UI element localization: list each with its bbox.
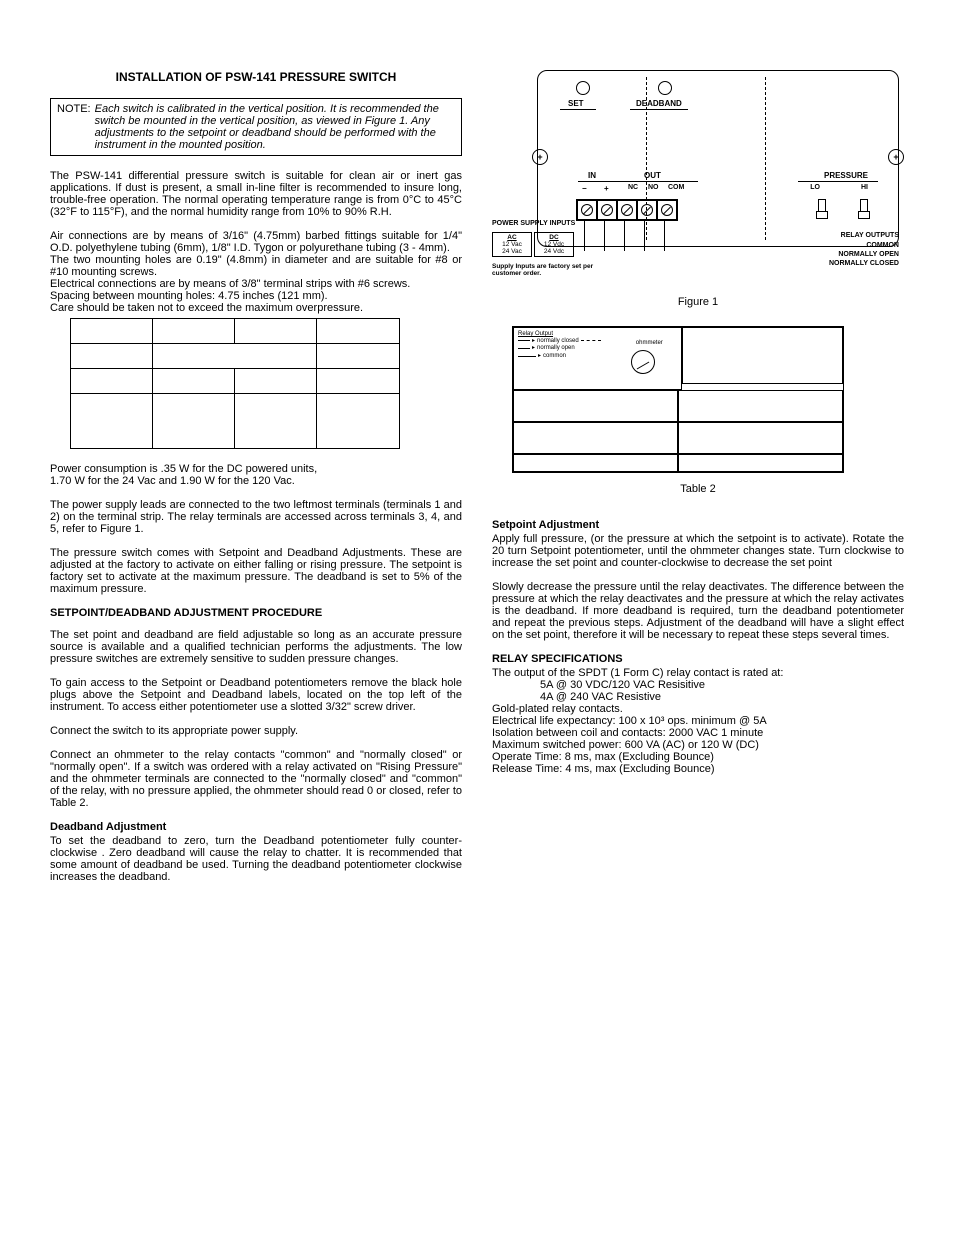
para-set1: Apply full pressure, (or the pressure at… <box>492 533 904 569</box>
para-spacing: Spacing between mounting holes: 4.75 inc… <box>50 290 462 302</box>
supply-ac-box: AC 12 Vac 24 Vac <box>492 232 532 257</box>
arrow3 <box>624 221 625 251</box>
para-set2: Slowly decrease the pressure until the r… <box>492 581 904 641</box>
label-hi: HI <box>861 184 868 191</box>
t2-no: normally open <box>537 345 575 352</box>
para-deadband: To set the deadband to zero, turn the De… <box>50 835 462 883</box>
screw-hole-right-icon: + <box>888 149 904 165</box>
table2-cell <box>513 422 678 454</box>
barb-lo-icon <box>816 199 828 219</box>
heading-relay-spec: RELAY SPECIFICATIONS <box>492 653 904 665</box>
para-care: Care should be taken not to exceed the m… <box>50 302 462 314</box>
label-in: IN <box>588 171 596 180</box>
para-power-b: 1.70 W for the 24 Vac and 1.90 W for the… <box>50 475 462 487</box>
para-relay2: Gold-plated relay contacts. <box>492 703 904 715</box>
t2-common: common <box>543 353 566 360</box>
line-inout <box>578 181 698 182</box>
heading-deadband: Deadband Adjustment <box>50 821 462 833</box>
deadband-plug-icon <box>658 81 672 95</box>
arrow5 <box>664 221 665 251</box>
t2-ohmmeter-label: ohmmeter <box>636 340 663 347</box>
para-relay3: Electrical life expectancy: 100 x 10³ op… <box>492 715 904 727</box>
figure-1-caption: Figure 1 <box>492 296 904 308</box>
para-power-a: Power consumption is .35 W for the DC po… <box>50 463 462 475</box>
table2-cell <box>513 454 678 472</box>
page-columns: INSTALLATION OF PSW-141 PRESSURE SWITCH … <box>50 70 904 895</box>
para-relay1b: 4A @ 240 VAC Resistive <box>540 691 904 703</box>
para-intro: The PSW-141 differential pressure switch… <box>50 170 462 218</box>
line-pressure <box>798 181 878 182</box>
underline-deadband <box>630 109 688 110</box>
set-plug-icon <box>576 81 590 95</box>
note-label: NOTE: <box>57 103 91 115</box>
table2-cell <box>682 327 843 384</box>
label-common: COMMON <box>866 242 899 249</box>
heading-setpoint: Setpoint Adjustment <box>492 519 904 531</box>
table2-cell <box>678 390 843 422</box>
figure-1-diagram: SET DEADBAND + + IN OUT − + NC NO COM PR… <box>492 70 904 290</box>
label-set: SET <box>568 99 584 108</box>
label-12vdc: 12 Vdc <box>537 241 571 248</box>
label-no: NO <box>648 184 659 191</box>
screw-hole-left-icon: + <box>532 149 548 165</box>
table2-cell <box>678 422 843 454</box>
para-proc1: The set point and deadband are field adj… <box>50 629 462 665</box>
label-nopen: NORMALLY OPEN <box>838 251 899 258</box>
para-elec: Electrical connections are by means of 3… <box>50 278 462 290</box>
label-12vac: 12 Vac <box>495 241 529 248</box>
right-column: SET DEADBAND + + IN OUT − + NC NO COM PR… <box>492 70 904 895</box>
para-mount: The two mounting holes are 0.19" (4.8mm)… <box>50 254 462 278</box>
label-deadband: DEADBAND <box>636 99 682 108</box>
left-column: INSTALLATION OF PSW-141 PRESSURE SWITCH … <box>50 70 462 895</box>
terminal-strip-icon <box>576 199 678 221</box>
label-pressure: PRESSURE <box>824 171 868 180</box>
t2-relay-output: Relay Output <box>518 331 677 338</box>
table2-relay-cell: Relay Output normally closed normally op… <box>513 327 682 390</box>
para-adjust-intro: The pressure switch comes with Setpoint … <box>50 547 462 595</box>
arrow4 <box>644 221 645 251</box>
supply-dc-box: DC 12 Vdc 24 Vdc <box>534 232 574 257</box>
para-relay4: Isolation between coil and contacts: 200… <box>492 727 904 739</box>
arrow1 <box>584 221 585 251</box>
para-air: Air connections are by means of 3/16" (4… <box>50 230 462 254</box>
label-plus: + <box>604 184 609 193</box>
label-24vdc: 24 Vdc <box>537 248 571 255</box>
table2-cell <box>513 390 678 422</box>
table-2: Relay Output normally closed normally op… <box>512 326 844 473</box>
para-relay5: Maximum switched power: 600 VA (AC) or 1… <box>492 739 904 751</box>
label-out: OUT <box>644 171 661 180</box>
label-com: COM <box>668 184 684 191</box>
label-minus: − <box>582 184 587 193</box>
table2-cell <box>678 454 843 472</box>
blank-table <box>70 318 400 449</box>
para-relay1: The output of the SPDT (1 Form C) relay … <box>492 667 904 679</box>
supply-note: Supply Inputs are factory set per custom… <box>492 264 612 277</box>
label-nc: NC <box>628 184 638 191</box>
para-leads: The power supply leads are connected to … <box>50 499 462 535</box>
label-ac: AC <box>495 234 529 241</box>
barb-hi-icon <box>858 199 870 219</box>
arrow2 <box>604 221 605 251</box>
underline-set <box>560 109 596 110</box>
para-proc3: Connect the switch to its appropriate po… <box>50 725 462 737</box>
label-psi: POWER SUPPLY INPUTS <box>492 220 575 227</box>
t2-nc: normally closed <box>537 338 579 345</box>
label-relay-outputs: RELAY OUTPUTS <box>841 232 899 239</box>
ohmmeter-icon <box>631 350 655 374</box>
para-proc4: Connect an ohmmeter to the relay contact… <box>50 749 462 809</box>
label-dc: DC <box>537 234 571 241</box>
label-24vac: 24 Vac <box>495 248 529 255</box>
instrument-panel: SET DEADBAND + + IN OUT − + NC NO COM PR… <box>537 70 899 247</box>
table-2-caption: Table 2 <box>492 483 904 495</box>
note-box: NOTE: Each switch is calibrated in the v… <box>50 98 462 156</box>
para-relay6: Operate Time: 8 ms, max (Excluding Bounc… <box>492 751 904 763</box>
label-lo: LO <box>810 184 820 191</box>
heading-procedure: SETPOINT/DEADBAND ADJUSTMENT PROCEDURE <box>50 607 462 619</box>
para-relay7: Release Time: 4 ms, max (Excluding Bounc… <box>492 763 904 775</box>
para-relay1a: 5A @ 30 VDC/120 VAC Resisitive <box>540 679 904 691</box>
note-body: Each switch is calibrated in the vertica… <box>95 103 455 151</box>
para-proc2: To gain access to the Setpoint or Deadba… <box>50 677 462 713</box>
label-nclosed: NORMALLY CLOSED <box>829 260 899 267</box>
document-title: INSTALLATION OF PSW-141 PRESSURE SWITCH <box>50 70 462 84</box>
